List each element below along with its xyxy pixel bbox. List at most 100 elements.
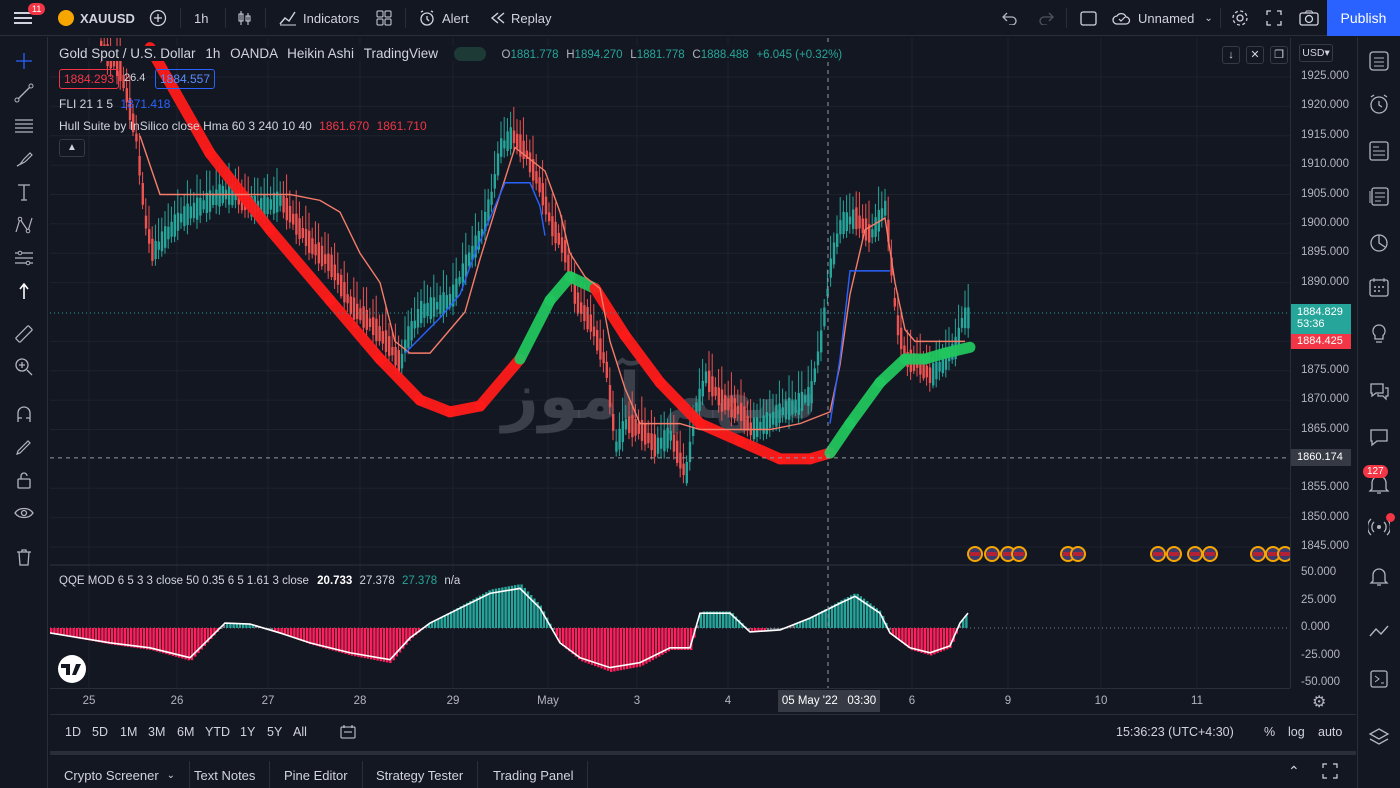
collapse-legend-icon[interactable]: ▲ <box>59 139 85 157</box>
qqe-bar <box>619 628 622 671</box>
chart-type-button[interactable] <box>236 0 254 36</box>
chevron-up-icon[interactable]: ⌃ <box>1288 763 1300 779</box>
sell-button[interactable]: 1884.293 <box>59 69 119 89</box>
price-chart[interactable]: سهم آموز <box>50 38 1290 688</box>
qqe-bar <box>270 628 274 631</box>
arrow-down-icon[interactable]: ↓ <box>1222 46 1240 64</box>
time-tick-label: 10 <box>1094 695 1108 707</box>
ruler-icon[interactable] <box>12 322 36 346</box>
tab-crypto-screener[interactable]: Crypto Screener ⌄ <box>50 761 191 788</box>
magnet-icon[interactable] <box>12 402 36 426</box>
prediction-icon[interactable] <box>12 246 36 270</box>
tab-pine-editor[interactable]: Pine Editor <box>270 761 363 788</box>
candle-body <box>205 192 208 214</box>
tab-trading-panel[interactable]: Trading Panel <box>479 761 589 788</box>
pattern-icon[interactable] <box>12 213 36 237</box>
streams-icon[interactable] <box>1367 379 1391 403</box>
price-tick-label: 1895.000 <box>1301 246 1349 259</box>
broadcast-icon[interactable] <box>1367 513 1395 539</box>
trend-line-icon[interactable] <box>12 81 36 105</box>
templates-button[interactable] <box>376 0 392 36</box>
qqe-bar <box>354 628 357 657</box>
undo-button[interactable] <box>1002 0 1018 36</box>
qqe-bar <box>331 628 334 651</box>
watchlist-icon[interactable] <box>1367 49 1391 73</box>
candle-body <box>132 113 135 133</box>
range-button-1d[interactable]: 1D <box>65 725 81 739</box>
price-axis[interactable]: USD▾ 1925.000 1920.000 1915.000 1910.000 190… <box>1290 38 1356 688</box>
market-status-icon[interactable] <box>453 47 486 62</box>
eye-icon[interactable] <box>12 501 36 525</box>
candle-body <box>759 421 762 430</box>
goto-date-icon[interactable] <box>340 724 356 745</box>
stay-drawing-icon[interactable] <box>12 435 36 459</box>
zoom-in-icon[interactable] <box>12 355 36 379</box>
maximize-panel-icon[interactable] <box>1322 763 1338 784</box>
qqe-bar <box>248 623 251 628</box>
ideas-lightbulb-icon[interactable] <box>1367 322 1391 346</box>
range-button-all[interactable]: All <box>293 725 307 739</box>
time-axis[interactable]: 25 26 27 28 29 May 3 4 6 9 10 11 05 May '22 03:30 ⚙ <box>50 688 1326 714</box>
brush-icon[interactable] <box>12 147 36 171</box>
market-trend-icon[interactable] <box>1367 620 1391 644</box>
redo-button[interactable] <box>1038 0 1054 36</box>
percent-toggle[interactable]: % <box>1264 725 1276 739</box>
news-icon[interactable] <box>1367 184 1391 208</box>
candle-body <box>663 430 666 452</box>
auto-toggle[interactable]: auto <box>1318 725 1343 739</box>
menu-icon[interactable] <box>14 0 36 36</box>
candle-body <box>752 417 756 440</box>
compare-add-button[interactable] <box>149 0 167 36</box>
range-button-3m[interactable]: 3M <box>148 725 166 739</box>
data-window-icon[interactable] <box>1367 139 1391 163</box>
publish-button[interactable]: Publish <box>1327 0 1400 36</box>
indicators-button[interactable]: Indicators <box>279 0 359 36</box>
snapshot-button[interactable] <box>1299 0 1319 36</box>
maximize-button[interactable] <box>1266 0 1282 36</box>
crosshair-icon[interactable] <box>12 49 36 73</box>
time-axis-settings-icon[interactable]: ⚙ <box>1312 694 1327 711</box>
qqe-bar <box>946 628 949 650</box>
close-icon[interactable]: ✕ <box>1246 46 1264 64</box>
tab-text-notes[interactable]: Text Notes <box>180 761 271 788</box>
currency-selector[interactable]: USD▾ <box>1299 44 1333 62</box>
calendar-icon[interactable] <box>1367 275 1391 299</box>
chats-icon[interactable] <box>1367 425 1391 449</box>
log-toggle[interactable]: log <box>1288 725 1305 739</box>
replay-button[interactable]: Replay <box>490 0 551 36</box>
range-button-1m[interactable]: 1M <box>120 725 138 739</box>
text-tool-icon[interactable] <box>12 180 36 204</box>
candle-body <box>621 421 624 443</box>
candle-body <box>196 197 199 220</box>
buy-button[interactable]: 1884.557 <box>155 69 215 89</box>
range-button-5y[interactable]: 5Y <box>267 725 283 739</box>
alert-button[interactable]: Alert <box>418 0 469 36</box>
trash-icon[interactable] <box>12 545 36 569</box>
candle-body <box>176 212 180 231</box>
timezone-clock[interactable]: 15:36:23 (UTC+4:30) <box>1116 725 1234 739</box>
fullscreen-toggle[interactable] <box>1080 0 1097 36</box>
settings-button[interactable] <box>1231 0 1249 36</box>
layout-menu[interactable]: Unnamed ⌄ <box>1112 0 1213 36</box>
candle-body <box>141 183 144 205</box>
range-button-ytd[interactable]: YTD <box>205 725 230 739</box>
range-button-6m[interactable]: 6M <box>177 725 195 739</box>
arrow-up-icon[interactable] <box>12 279 36 303</box>
restore-icon[interactable]: ❐ <box>1270 46 1288 64</box>
range-button-5d[interactable]: 5D <box>92 725 108 739</box>
candle-body <box>304 228 308 246</box>
bell-alert-icon[interactable] <box>1367 564 1391 588</box>
qqe-bar <box>453 609 456 628</box>
interval-button[interactable]: 1h <box>194 10 209 26</box>
hotlists-icon[interactable] <box>1367 231 1391 255</box>
alerts-clock-icon[interactable] <box>1367 92 1391 116</box>
lock-icon[interactable] <box>12 468 36 492</box>
tab-strategy-tester[interactable]: Strategy Tester <box>362 761 479 788</box>
range-button-1y[interactable]: 1Y <box>240 725 256 739</box>
fib-retracement-icon[interactable] <box>12 114 36 138</box>
layers-icon[interactable] <box>1367 725 1391 749</box>
qqe-bar <box>846 597 850 628</box>
qqe-bar <box>242 623 245 628</box>
scripts-icon[interactable] <box>1367 667 1391 691</box>
symbol-search[interactable]: XAUUSD <box>58 0 135 36</box>
